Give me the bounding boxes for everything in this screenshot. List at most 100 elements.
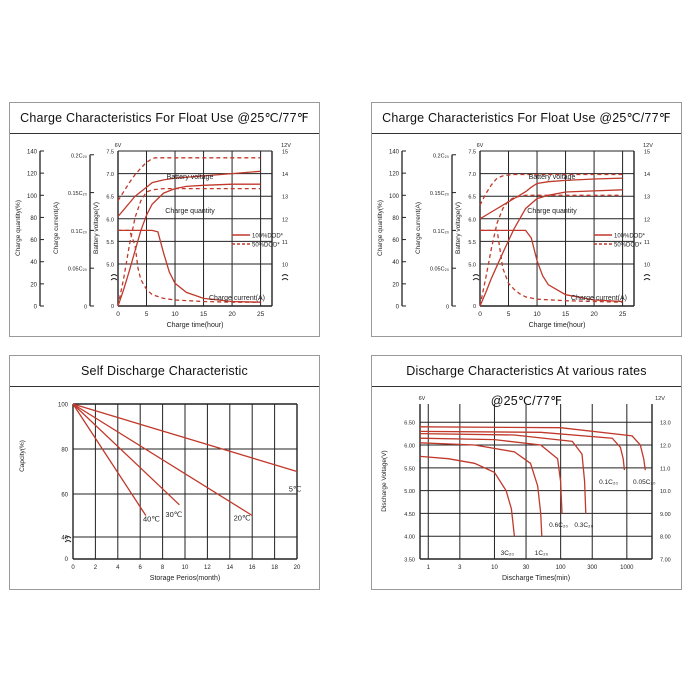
voltage-6v-unit-label: 6V (419, 396, 426, 402)
current-tick-label: 0.15C₂₀ (68, 191, 87, 197)
x-axis-label: Storage Perios(month) (150, 575, 220, 582)
series-line (479, 194, 623, 307)
current-tick-label: 0.15C₂₀ (430, 191, 449, 197)
voltage-6v-tick-label: 3.50 (404, 558, 415, 564)
voltage-axis-label: Battery voltage(V) (93, 202, 100, 254)
voltage-12v-tick-label: 14 (644, 172, 650, 178)
quantity-tick-label: 100 (389, 194, 400, 200)
quantity-tick-label: 40 (392, 260, 399, 266)
voltage-12v-tick-label: 12 (644, 217, 650, 223)
quantity-tick-label: 60 (30, 238, 37, 244)
x-tick-label: 4 (116, 565, 120, 571)
voltage-6v-tick-label: 5.0 (106, 263, 114, 269)
charge-float-panel-2: Charge Characteristics For Float Use @25… (371, 102, 682, 337)
x-tick-label: 25 (257, 311, 265, 318)
voltage-6v-tick-label: 6.0 (106, 217, 114, 223)
series-line (480, 229, 623, 303)
annotation-charge-quantity: Charge quantity (165, 208, 215, 215)
x-tick-label: 8 (161, 565, 165, 571)
voltage-12v-tick-label: 14 (282, 172, 288, 178)
voltage-6v-tick-label: 7.0 (106, 172, 114, 178)
self-discharge-chart: 0 2 4 6 8 10 12 14 16 18 20 Storage Perios(month) 10… (19, 403, 302, 583)
quantity-tick-label: 140 (389, 150, 400, 156)
voltage-12v-tick-label: 15 (282, 150, 288, 156)
annotation-charge-current: Charge current(A) (571, 295, 627, 302)
voltage-12v-tick-label: 13 (644, 195, 650, 201)
voltage-12v-tick-label: 8.00 (660, 535, 671, 541)
quantity-axis-label: Charge quantity(%) (377, 200, 384, 256)
voltage-12v-unit-label: 12V (643, 143, 653, 149)
series-line (72, 403, 147, 516)
series-line (480, 229, 623, 303)
series-line (479, 177, 623, 220)
current-tick-label: 0.2C₂₀ (433, 153, 449, 159)
chart-title: Discharge Characteristics At various rat… (372, 356, 681, 408)
y-tick-label: 60 (61, 493, 68, 499)
x-tick-label: 100 (556, 565, 567, 571)
voltage-12v-unit-label: 12V (655, 396, 665, 402)
y-tick-label: 100 (58, 403, 69, 409)
voltage-12v-tick-label: 12.0 (660, 444, 671, 450)
x-tick-label: 6 (139, 565, 143, 571)
quantity-tick-label: 20 (392, 282, 399, 288)
x-axis-label: Charge time(hour) (167, 322, 224, 329)
voltage-6v-tick-label: 0 (473, 304, 476, 310)
annotation-battery-voltage: Battery voltage (167, 174, 214, 181)
series-label: 1C₂₀ (535, 550, 549, 557)
quantity-tick-label: 0 (396, 305, 400, 311)
chart-title: Charge Characteristics For Float Use @25… (372, 103, 681, 134)
x-tick-label: 20 (590, 311, 598, 318)
voltage-6v-tick-label: 6.00 (404, 444, 415, 450)
series-line (117, 170, 261, 217)
axis-break-icon (64, 536, 72, 543)
series-label: 0.3C₂₀ (574, 522, 593, 529)
voltage-6v-tick-label: 6.5 (106, 195, 114, 201)
series-label: 5℃ (289, 485, 302, 494)
voltage-6v-tick-label: 7.5 (468, 150, 476, 156)
x-tick-label: 12 (204, 565, 211, 571)
x-tick-label: 20 (294, 565, 301, 571)
annotation-battery-voltage: Battery voltage (529, 174, 576, 181)
voltage-6v-tick-label: 7.5 (106, 150, 114, 156)
quantity-tick-label: 100 (27, 194, 38, 200)
voltage-6v-tick-label: 5.5 (106, 240, 114, 246)
y-axis-label: Discharge Voltage(V) (381, 450, 388, 511)
series-line (419, 426, 646, 471)
series-line (117, 183, 261, 307)
voltage-6v-unit-label: 6V (477, 143, 484, 149)
quantity-tick-label: 20 (30, 282, 37, 288)
charge-float-panel-1: Charge Characteristics For Float Use @25… (9, 102, 320, 337)
current-tick-label: 0.05C₂₀ (430, 267, 449, 273)
series-line (118, 229, 261, 303)
current-tick-label: 0 (84, 305, 87, 311)
quantity-tick-label: 60 (392, 238, 399, 244)
series-label: 40℃ (143, 515, 160, 524)
current-axis-label: Charge current(A) (53, 202, 60, 254)
voltage-6v-tick-label: 5.0 (468, 263, 476, 269)
quantity-tick-label: 120 (389, 172, 400, 178)
voltage-6v-unit-label: 6V (115, 143, 122, 149)
y-tick-label: 0 (65, 557, 69, 563)
voltage-12v-tick-label: 13.0 (660, 421, 671, 427)
voltage-6v-tick-label: 4.00 (404, 535, 415, 541)
series-label: 20℃ (234, 514, 251, 523)
x-tick-label: 10 (171, 311, 179, 318)
x-tick-label: 2 (94, 565, 98, 571)
axis-break-icon (110, 274, 118, 281)
x-tick-label: 1000 (620, 565, 634, 571)
y-tick-label: 80 (61, 448, 68, 454)
y-tick-label: 40 (61, 536, 68, 542)
legend-label: 50%DOD* (252, 243, 280, 249)
chart-title: Charge Characteristics For Float Use @25… (10, 103, 319, 134)
series-label: 0.6C₂₀ (549, 522, 568, 529)
current-tick-label: 0 (446, 305, 449, 311)
current-tick-label: 0.1C₂₀ (71, 229, 87, 235)
annotation-charge-current: Charge current(A) (209, 295, 265, 302)
x-tick-label: 25 (619, 311, 627, 318)
x-tick-label: 5 (507, 311, 511, 318)
x-tick-label: 16 (249, 565, 256, 571)
quantity-tick-label: 80 (30, 216, 37, 222)
voltage-12v-tick-label: 13 (282, 195, 288, 201)
quantity-tick-label: 80 (392, 216, 399, 222)
